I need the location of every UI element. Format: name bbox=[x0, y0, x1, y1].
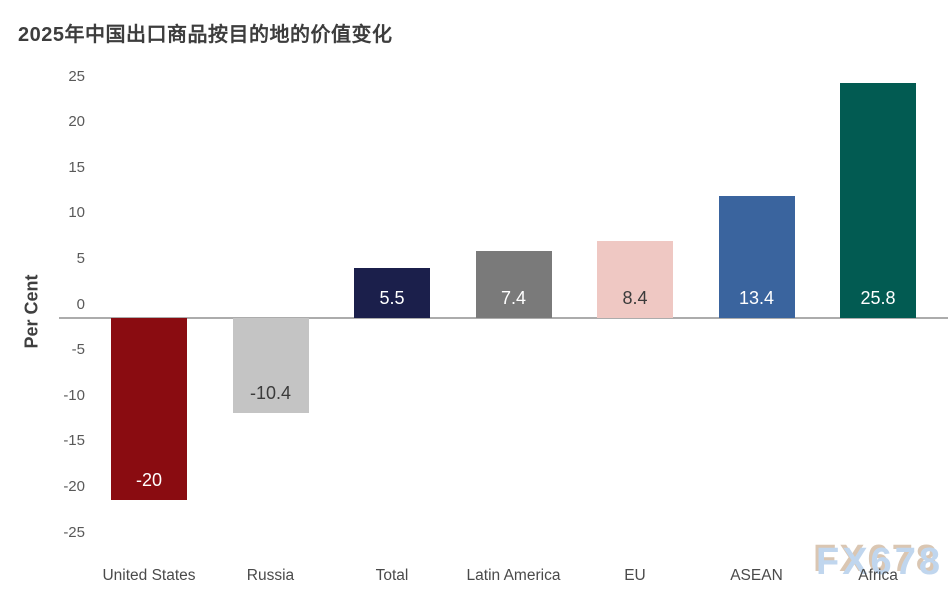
y-tick-label: 5 bbox=[76, 249, 85, 267]
bar-africa: 25.8 bbox=[840, 82, 916, 318]
bar-total: 5.5 bbox=[354, 267, 430, 318]
zero-axis-line bbox=[59, 317, 948, 319]
x-axis-label-latin-america: Latin America bbox=[466, 567, 561, 584]
bar-united-states: -20 bbox=[111, 318, 187, 501]
y-tick-label: -25 bbox=[63, 523, 85, 541]
y-tick-label: 20 bbox=[68, 113, 85, 131]
bar-value-label: 5.5 bbox=[379, 287, 405, 308]
bar-value-label: 13.4 bbox=[738, 287, 775, 308]
y-tick-label: 15 bbox=[68, 158, 85, 176]
bar-value-label: -20 bbox=[135, 470, 162, 491]
bar-value-label: -10.4 bbox=[249, 382, 292, 403]
y-tick-label: 10 bbox=[68, 204, 85, 222]
y-tick-label: -15 bbox=[63, 432, 85, 450]
bar-asean: 13.4 bbox=[718, 195, 795, 318]
y-tick-label: 0 bbox=[76, 295, 85, 313]
y-tick-label: 25 bbox=[68, 67, 85, 85]
x-axis-label-total: Total bbox=[375, 567, 409, 584]
y-tick-label: -5 bbox=[71, 341, 85, 359]
bar-value-label: 25.8 bbox=[860, 287, 896, 308]
watermark-fx678: FX678 bbox=[816, 541, 943, 583]
chart-title: 2025年中国出口商品按目的地的价值变化 bbox=[18, 24, 393, 46]
x-axis-label-russia: Russia bbox=[246, 567, 295, 584]
bar-russia: -10.4 bbox=[232, 318, 309, 413]
bar-eu: 8.4 bbox=[597, 241, 673, 318]
bar-value-label: 7.4 bbox=[500, 287, 527, 308]
y-tick-label: -10 bbox=[63, 386, 85, 404]
x-axis-label-united-states: United States bbox=[102, 567, 196, 584]
x-axis-label-eu: EU bbox=[624, 567, 646, 584]
x-axis-label-asean: ASEAN bbox=[730, 567, 783, 584]
bar-latin-america: 7.4 bbox=[475, 250, 552, 318]
y-tick-label: -20 bbox=[63, 477, 85, 495]
bar-value-label: 8.4 bbox=[622, 287, 648, 308]
x-axis-label-africa: Africa bbox=[858, 567, 898, 584]
